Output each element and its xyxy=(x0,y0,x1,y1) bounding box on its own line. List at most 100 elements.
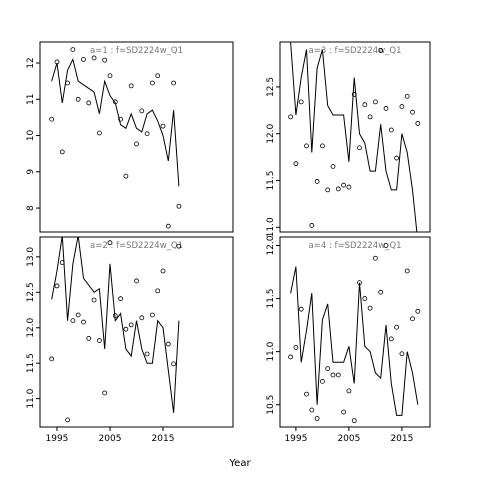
data-point xyxy=(96,130,102,136)
data-point xyxy=(139,315,145,321)
data-point xyxy=(86,335,92,341)
panel-frame xyxy=(39,41,234,233)
data-point xyxy=(81,57,86,62)
data-point xyxy=(330,164,336,169)
x-axis-label: Year xyxy=(228,458,251,469)
data-point xyxy=(320,143,325,149)
data-point xyxy=(165,341,171,347)
data-point xyxy=(123,326,129,332)
y-tick-label: 9 xyxy=(26,169,36,175)
plot-area xyxy=(49,47,182,229)
data-point xyxy=(378,48,384,53)
data-point xyxy=(155,288,161,294)
data-point xyxy=(86,100,92,106)
data-point xyxy=(91,55,97,61)
data-point xyxy=(118,296,123,302)
data-point xyxy=(288,114,294,120)
data-point xyxy=(165,223,171,229)
panel-title: a=4 : f=SD2224w_Q1 xyxy=(309,241,402,251)
data-point xyxy=(176,203,182,209)
data-point xyxy=(293,161,299,167)
panel-frame xyxy=(279,41,431,233)
data-point xyxy=(59,149,65,155)
data-point xyxy=(383,243,389,248)
data-point xyxy=(362,296,368,301)
x-tick-label: 2005 xyxy=(99,434,122,444)
data-point xyxy=(309,223,315,228)
data-point xyxy=(325,366,331,372)
data-point xyxy=(341,409,347,415)
data-point xyxy=(102,390,108,396)
data-point xyxy=(134,141,139,147)
panel-title: a=2 : f=SD2224w_Q1 xyxy=(90,241,183,251)
series-line xyxy=(51,57,180,187)
x-tick-label: 2015 xyxy=(390,434,413,444)
data-point xyxy=(314,179,320,184)
data-point xyxy=(394,324,400,330)
data-point xyxy=(351,418,357,424)
plot-area xyxy=(288,243,421,424)
y-tick-label: 10.5 xyxy=(266,395,276,415)
data-point xyxy=(330,372,336,378)
y-tick-label: 12.0 xyxy=(266,235,276,255)
y-tick-label: 11.0 xyxy=(266,341,276,361)
panel-frame xyxy=(39,236,234,428)
data-point xyxy=(399,104,405,109)
data-point xyxy=(49,116,55,122)
data-point xyxy=(309,407,315,413)
data-point xyxy=(144,351,150,357)
y-tick-label: 11.5 xyxy=(26,353,36,373)
y-tick-label: 12.5 xyxy=(266,77,276,97)
y-tick-label: 11.0 xyxy=(266,217,276,237)
data-point xyxy=(388,127,394,133)
data-point xyxy=(304,143,309,149)
data-point xyxy=(171,361,177,367)
x-tick-label: 1995 xyxy=(46,434,69,444)
data-point xyxy=(91,297,97,303)
y-tick-label: 11.0 xyxy=(26,388,36,408)
data-point xyxy=(325,187,331,193)
data-point xyxy=(75,96,81,102)
data-point xyxy=(70,47,76,53)
data-point xyxy=(415,121,421,126)
data-point xyxy=(139,108,145,114)
y-tick-label: 10 xyxy=(26,130,36,142)
data-point xyxy=(107,73,113,79)
data-point xyxy=(314,416,320,421)
data-point xyxy=(118,116,123,122)
panel-frame xyxy=(279,236,431,428)
data-point xyxy=(304,391,309,397)
data-point xyxy=(102,57,108,63)
data-point xyxy=(335,186,341,192)
data-point xyxy=(288,354,294,360)
data-point xyxy=(144,131,150,137)
data-point xyxy=(70,318,76,324)
data-point xyxy=(81,319,86,325)
data-point xyxy=(150,80,155,86)
data-point xyxy=(298,99,304,105)
plot-area xyxy=(49,237,182,423)
data-point xyxy=(150,312,155,318)
data-point xyxy=(394,155,400,161)
data-point xyxy=(107,240,113,246)
panel-title: a=1 : f=SD2224w_Q1 xyxy=(90,46,183,56)
data-point xyxy=(171,80,177,86)
data-point xyxy=(54,283,60,289)
series-line xyxy=(290,266,419,416)
data-point xyxy=(75,312,81,318)
y-tick-label: 8 xyxy=(26,205,36,211)
data-point xyxy=(346,388,352,394)
data-point xyxy=(399,351,405,357)
plot-area xyxy=(288,42,421,232)
data-point xyxy=(160,123,166,129)
series-line xyxy=(51,237,180,413)
data-point xyxy=(357,145,362,151)
data-point xyxy=(373,99,378,105)
x-tick-label: 2015 xyxy=(152,434,175,444)
data-point xyxy=(128,322,134,328)
data-point xyxy=(341,182,347,188)
x-tick-label: 1995 xyxy=(284,434,307,444)
y-tick-label: 12 xyxy=(26,57,36,68)
data-point xyxy=(96,338,102,343)
